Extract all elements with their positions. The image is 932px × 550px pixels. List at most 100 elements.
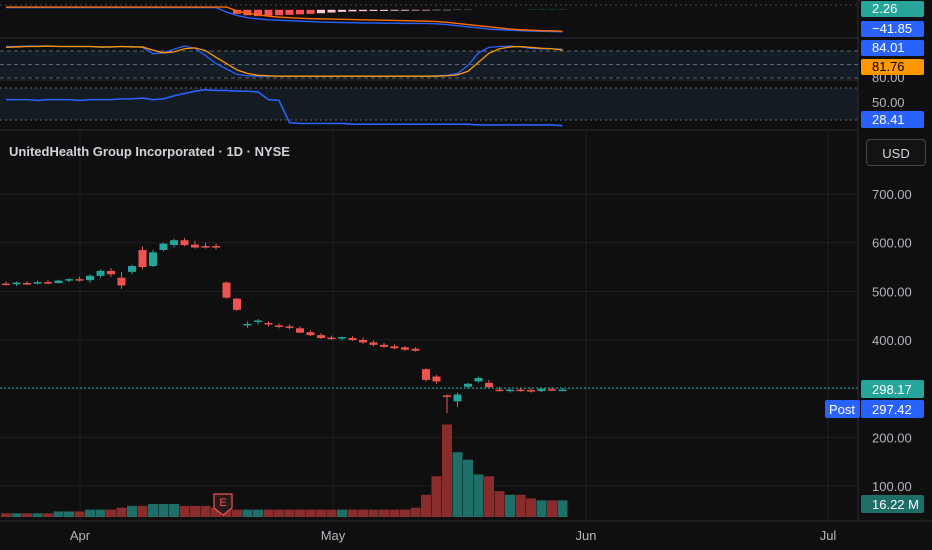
- post-price-tag: 297.42: [872, 402, 912, 417]
- candle-body: [33, 282, 42, 284]
- candle-body: [138, 249, 147, 267]
- candle-body: [327, 337, 336, 340]
- volume-bar: [169, 504, 179, 517]
- price-tick-label: 700.00: [872, 187, 912, 202]
- candle-body: [359, 340, 367, 343]
- volume-bar: [74, 511, 85, 517]
- candle-body: [453, 394, 462, 402]
- candle-body: [422, 369, 430, 380]
- date-tick-label: Jul: [820, 528, 837, 543]
- volume-bar: [463, 459, 473, 517]
- volume-bar: [484, 476, 494, 517]
- volume-bar: [211, 507, 221, 517]
- price-tick-label: 400.00: [872, 333, 912, 348]
- macd-line: [6, 6, 563, 33]
- macd-histogram-bar: [285, 9, 294, 15]
- last-price-tag: 298.17: [872, 382, 912, 397]
- volume-bar: [158, 504, 169, 517]
- volume-bar: [400, 509, 410, 517]
- candle-body: [369, 342, 378, 345]
- volume-bar: [452, 452, 463, 517]
- macd-histogram-bar: [411, 9, 420, 11]
- volume-bar: [526, 498, 536, 517]
- rsi-value-tag-bg: [861, 111, 924, 128]
- candle-body: [212, 246, 220, 248]
- rsi-tick-label: 50.00: [872, 95, 905, 110]
- volume-bar: [473, 474, 484, 517]
- stoch-d-line: [5, 45, 563, 77]
- macd-value-tag-bg: [861, 1, 924, 17]
- volume-value-tag-bg: [861, 495, 924, 513]
- symbol-title[interactable]: UnitedHealth Group Incorporated · 1D · N…: [9, 144, 290, 159]
- volume-bar: [179, 505, 190, 517]
- volume-bar: [389, 509, 400, 517]
- date-tick-label: May: [321, 528, 346, 543]
- candle-body: [443, 395, 451, 397]
- volume-bar: [53, 511, 64, 517]
- macd-signal-tag-bg: [861, 21, 924, 37]
- date-tick-label: Apr: [70, 528, 91, 543]
- candle-body: [516, 389, 525, 392]
- candle-body: [222, 282, 231, 298]
- candle-body: [86, 275, 94, 281]
- volume-bar: [557, 500, 568, 517]
- stoch-k-tag: 84.01: [872, 40, 905, 55]
- volume-bar: [106, 509, 116, 517]
- candle-body: [75, 279, 84, 281]
- candle-body: [285, 326, 294, 328]
- candle-body: [96, 270, 105, 276]
- volume-bar: [64, 511, 74, 517]
- date-tick-label: Jun: [576, 528, 597, 543]
- volume-bar: [32, 513, 43, 517]
- price-tick-label: 600.00: [872, 236, 912, 251]
- volume-bar: [11, 513, 22, 517]
- candle-body: [264, 322, 273, 325]
- price-tick-label: 100.00: [872, 479, 912, 494]
- volume-bar: [232, 509, 242, 517]
- volume-bar: [358, 509, 368, 517]
- candle-body: [464, 383, 472, 387]
- currency-button[interactable]: USD: [866, 139, 926, 166]
- volume-bar: [263, 509, 274, 517]
- volume-bar: [305, 509, 316, 517]
- volume-bar: [127, 505, 137, 517]
- volume-bar: [547, 500, 557, 517]
- candle-body: [243, 323, 252, 326]
- candle-body: [390, 346, 399, 349]
- earnings-marker-label: E: [219, 497, 226, 509]
- stoch-d-tag-bg: [861, 59, 924, 75]
- volume-bar: [295, 509, 305, 517]
- volume-bar: [43, 513, 53, 517]
- macd-histogram-bar: [296, 9, 304, 15]
- candle-body: [23, 283, 31, 285]
- volume-bar: [368, 509, 379, 517]
- volume-bar: [116, 507, 127, 517]
- price-tick-label: 500.00: [872, 284, 912, 299]
- candle-body: [411, 348, 420, 351]
- candle-body: [149, 252, 157, 267]
- candle-body: [180, 240, 189, 246]
- post-label-bg: [825, 400, 860, 418]
- macd-histogram-bar: [390, 9, 399, 11]
- macd-histogram-bar: [264, 9, 273, 16]
- volume-bar: [190, 505, 200, 517]
- volume-bar: [148, 504, 158, 517]
- macd-histogram-bar: [422, 9, 430, 11]
- candle-body: [107, 270, 115, 275]
- macd-histogram-bar: [327, 9, 336, 13]
- stoch-k-tag-bg: [861, 40, 924, 56]
- volume-bar: [95, 509, 106, 517]
- macd-histogram-bar: [338, 9, 346, 12]
- volume-bar: [536, 500, 547, 517]
- post-price-tag-bg: [861, 400, 924, 418]
- volume-bar: [22, 513, 32, 517]
- candle-body: [191, 244, 199, 248]
- candle-body: [159, 243, 168, 250]
- macd-histogram-bar: [254, 9, 262, 17]
- volume-bar: [347, 509, 358, 517]
- volume-bar: [316, 509, 326, 517]
- macd-histogram-bar: [369, 9, 378, 11]
- candle-body: [54, 280, 63, 284]
- candle-body: [201, 246, 210, 248]
